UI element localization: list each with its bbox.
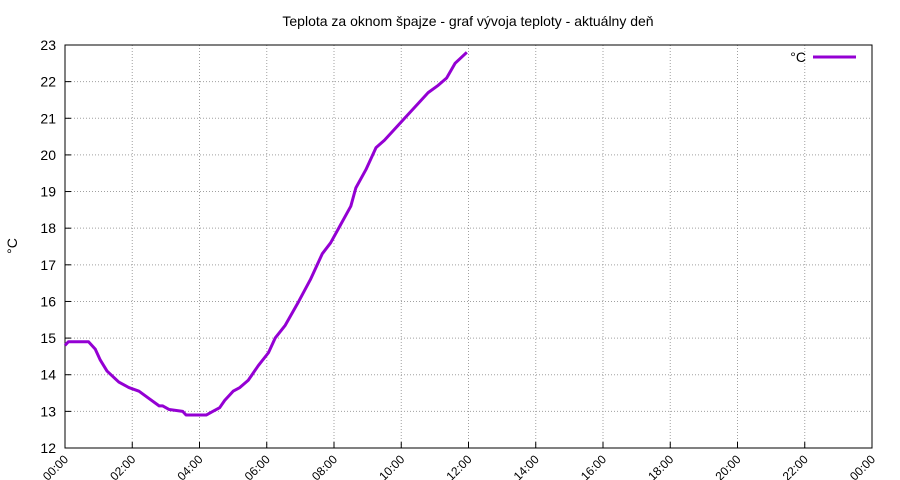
y-tick-label: 16 — [40, 293, 56, 309]
legend-label: °C — [790, 49, 806, 65]
x-tick-label: 02:00 — [107, 452, 138, 480]
x-tick-label: 00:00 — [847, 452, 878, 480]
x-tick-label: 18:00 — [645, 452, 676, 480]
y-tick-label: 17 — [40, 257, 56, 273]
x-tick-label: 00:00 — [40, 452, 71, 480]
y-tick-label: 12 — [40, 440, 56, 456]
y-tick-label: 14 — [40, 367, 56, 383]
x-tick-label: 04:00 — [174, 452, 205, 480]
y-tick-label: 21 — [40, 110, 56, 126]
x-tick-label: 16:00 — [578, 452, 609, 480]
y-tick-label: 19 — [40, 184, 56, 200]
x-tick-label: 10:00 — [376, 452, 407, 480]
y-tick-label: 20 — [40, 147, 56, 163]
x-tick-label: 20:00 — [712, 452, 743, 480]
y-tick-label: 13 — [40, 403, 56, 419]
x-tick-label: 12:00 — [443, 452, 474, 480]
plot-frame — [64, 44, 873, 449]
y-tick-label: 15 — [40, 330, 56, 346]
x-tick-label: 06:00 — [242, 452, 273, 480]
y-tick-label: 22 — [40, 74, 56, 90]
x-tick-label: 14:00 — [511, 452, 542, 480]
chart-title: Teplota za oknom špajze - graf vývoja te… — [282, 13, 653, 29]
y-axis-label: °C — [4, 238, 20, 254]
y-tick-label: 23 — [40, 37, 56, 53]
y-tick-label: 18 — [40, 220, 56, 236]
x-tick-label: 22:00 — [780, 452, 811, 480]
x-tick-label: 08:00 — [309, 452, 340, 480]
data-line — [63, 51, 468, 417]
